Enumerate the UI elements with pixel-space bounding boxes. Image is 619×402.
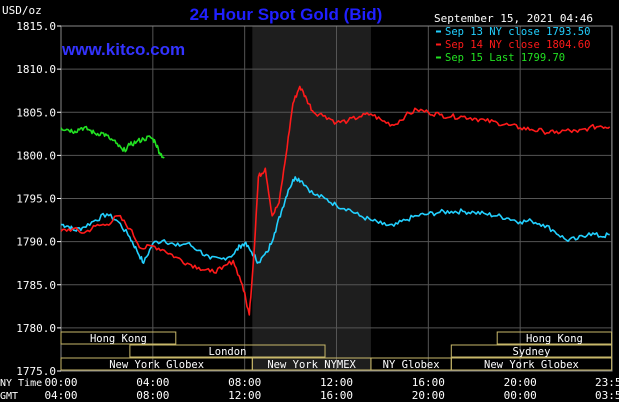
x-tick-label-ny: 04:00: [136, 376, 169, 389]
session-box: Hong Kong: [496, 331, 613, 345]
series-line: [60, 176, 610, 264]
session-label: Sydney: [512, 346, 550, 358]
session-box: New York NYMEX: [251, 357, 372, 371]
y-tick-label: 1815.0: [16, 20, 56, 33]
y-tick-label: 1795.0: [16, 193, 56, 206]
legend-entry: Sep 13 NY close 1793.50: [445, 26, 590, 38]
session-label: New York Globex: [109, 359, 204, 371]
legend-entry: Sep 14 NY close 1804.60: [445, 39, 590, 51]
y-tick-label: 1785.0: [16, 279, 56, 292]
session-box: NY Globex: [370, 357, 452, 371]
x-tick-label-gmt: 04:00: [44, 389, 77, 402]
series-line: [60, 125, 165, 159]
y-axis-ticks: 1815.0 1810.0 1805.0 1800.0 1795.0 1790.0 1785…: [16, 20, 61, 378]
x-tick-label-ny: 00:00: [44, 376, 77, 389]
legend-entry: Sep 15 Last 1799.70: [445, 52, 565, 64]
session-box-outline: [450, 344, 613, 358]
y-tick-label: 1780.0: [16, 322, 56, 335]
grid: [60, 25, 613, 372]
session-label: NY Globex: [383, 359, 440, 371]
chart-title: 24 Hour Spot Gold (Bid): [190, 5, 383, 24]
x-tick-label-gmt: 20:00: [412, 389, 445, 402]
session-box: Sydney: [450, 344, 613, 358]
session-label: Hong Kong: [90, 333, 147, 345]
session-label: New York Globex: [484, 359, 579, 371]
session-box-outline: [496, 331, 613, 345]
x-tick-label-gmt: 12:00: [228, 389, 261, 402]
ny-time-label: NY Time: [0, 378, 42, 389]
x-tick-label-gmt: 00:00: [504, 389, 537, 402]
x-tick-label-gmt: 03:59: [595, 389, 619, 402]
session-box-outline: [129, 344, 326, 358]
session-box: Hong Kong: [60, 331, 177, 345]
series-lines: [60, 85, 611, 316]
x-tick-label-ny: 12:00: [320, 376, 353, 389]
website-label: www.kitco.com: [61, 40, 185, 59]
x-tick-label-ny: 23:59: [595, 376, 619, 389]
y-tick-label: 1790.0: [16, 236, 56, 249]
x-tick-label-gmt: 08:00: [136, 389, 169, 402]
x-tick-label-ny: 08:00: [228, 376, 261, 389]
session-label: London: [208, 346, 246, 358]
session-box-outline: [450, 357, 613, 371]
y-tick-label: 1810.0: [16, 63, 56, 76]
session-box: London: [129, 344, 326, 358]
session-label: New York NYMEX: [267, 359, 356, 371]
y-tick-label: 1775.0: [16, 365, 56, 378]
y-tick-label: 1800.0: [16, 149, 56, 162]
x-tick-label-ny: 20:00: [504, 376, 537, 389]
timestamp: September 15, 2021 04:46: [434, 12, 593, 25]
series-line: [60, 85, 611, 316]
session-box-outline: [60, 331, 177, 345]
session-box: New York Globex: [450, 357, 613, 371]
session-label: Hong Kong: [526, 333, 583, 345]
x-tick-label-ny: 16:00: [412, 376, 445, 389]
y-axis-unit-label: USD/oz: [2, 4, 42, 17]
x-tick-label-gmt: 16:00: [320, 389, 353, 402]
y-tick-label: 1805.0: [16, 106, 56, 119]
x-axis-ticks: 00:0004:0004:0008:0008:0012:0012:0016:00…: [44, 376, 619, 402]
gmt-label: GMT: [0, 391, 18, 402]
